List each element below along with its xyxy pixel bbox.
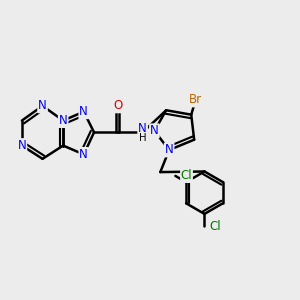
Text: N: N	[80, 148, 88, 161]
Text: N: N	[150, 124, 159, 137]
Text: N: N	[165, 143, 173, 157]
Text: N: N	[80, 105, 88, 118]
Text: O: O	[113, 99, 122, 112]
Text: N: N	[59, 114, 68, 127]
Text: N: N	[38, 99, 47, 112]
Text: N: N	[138, 122, 147, 135]
Text: Br: Br	[189, 93, 202, 106]
Text: Cl: Cl	[210, 220, 221, 233]
Text: N: N	[17, 139, 26, 152]
Text: Cl: Cl	[181, 169, 192, 182]
Text: H: H	[139, 133, 146, 142]
